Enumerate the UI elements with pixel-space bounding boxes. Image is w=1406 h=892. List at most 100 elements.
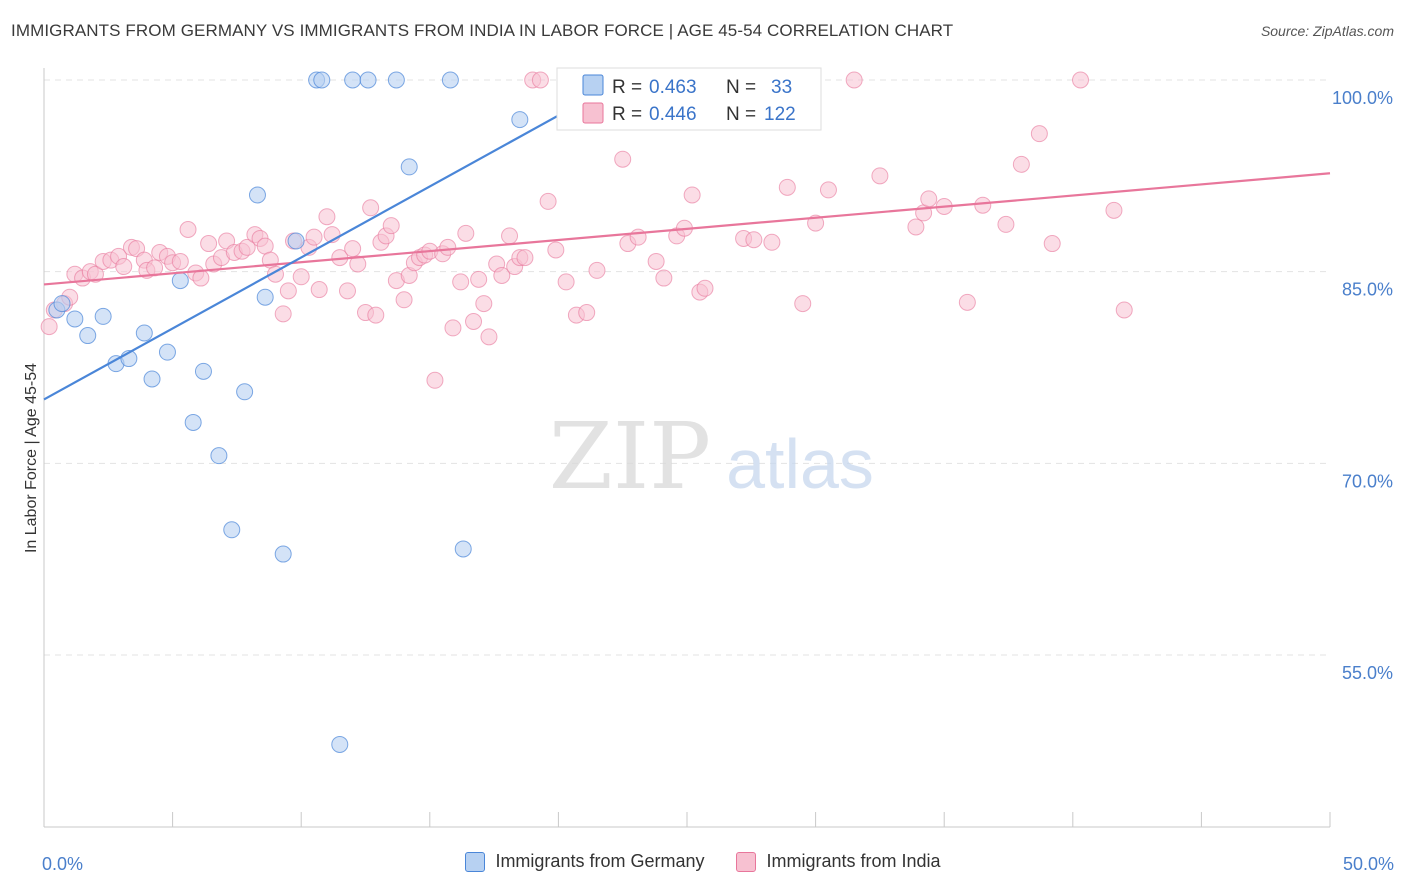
germany-point [387, 71, 405, 89]
india-point [439, 238, 457, 256]
germany-point [256, 288, 274, 306]
india-point [395, 291, 413, 309]
india-point [1115, 301, 1133, 319]
india-point [179, 221, 197, 238]
stats-india-n-label: N = [726, 104, 756, 125]
india-point [310, 281, 328, 299]
legend-item-germany[interactable]: Immigrants from Germany [465, 851, 704, 872]
india-point [493, 267, 511, 284]
india-point [1072, 71, 1090, 89]
legend-swatch-india [736, 851, 757, 872]
stats-india-n-value: 122 [764, 104, 796, 125]
trend-lines [43, 79, 1331, 401]
india-point [588, 261, 606, 279]
india-point [318, 208, 336, 226]
india-point [547, 241, 565, 259]
india-point [480, 328, 498, 346]
grid-lines [44, 79, 1330, 656]
x-tick-marks [172, 812, 1331, 827]
germany-point [359, 71, 377, 89]
source-label: Source: ZipAtlas.com [1260, 23, 1394, 39]
legend: Immigrants from Germany Immigrants from … [0, 851, 1406, 872]
x-tick-label-max: 50.0% [1343, 854, 1394, 874]
stats-india-r-value: 0.446 [649, 104, 697, 125]
series-germany-points [48, 71, 657, 753]
india-point [279, 282, 297, 300]
germany-point [454, 540, 472, 558]
india-point [115, 258, 133, 276]
india-point [1012, 155, 1030, 173]
india-point [655, 269, 673, 287]
y-tick-label: 70.0% [1342, 471, 1393, 491]
india-point [171, 252, 189, 270]
germany-point [400, 158, 418, 176]
india-point [578, 304, 596, 322]
india-point [426, 371, 444, 389]
germany-point [223, 521, 241, 539]
india-point [763, 233, 781, 251]
india-point [338, 282, 356, 300]
stats-box: R = 0.463 N = 33 R = 0.446 N = 122 [556, 67, 822, 131]
india-point [274, 305, 292, 323]
india-point [871, 167, 889, 185]
india-point [557, 273, 575, 291]
india-point [1105, 201, 1123, 219]
india-point [200, 235, 218, 253]
india-point [539, 192, 557, 210]
germany-point [210, 447, 228, 465]
watermark-zip: ZIP [549, 403, 711, 510]
india-point [819, 181, 837, 199]
germany-point [135, 324, 153, 342]
y-tick-label: 100.0% [1332, 88, 1393, 108]
germany-point [441, 71, 459, 89]
germany-point [53, 295, 71, 313]
germany-point [66, 310, 84, 328]
y-tick-label: 55.0% [1342, 663, 1393, 683]
india-point [367, 306, 385, 324]
germany-point [171, 272, 189, 290]
india-point [1030, 125, 1048, 143]
india-point [683, 186, 701, 204]
stats-germany-r-value: 0.463 [649, 77, 697, 98]
india-point [457, 224, 475, 242]
india-point [292, 268, 310, 286]
india-point [470, 270, 488, 288]
india-point [778, 178, 796, 196]
india-point [452, 273, 470, 291]
germany-point [184, 413, 202, 431]
germany-point [94, 307, 112, 325]
legend-swatch-germany [465, 851, 486, 872]
india-point [86, 265, 104, 283]
india-point [349, 255, 367, 273]
stats-germany-r-label: R = [612, 77, 642, 98]
india-point [444, 319, 462, 337]
germany-point [331, 735, 349, 753]
india-point [344, 240, 362, 258]
india-point [516, 249, 534, 267]
india-point [794, 295, 812, 313]
germany-point [79, 327, 97, 345]
legend-item-india[interactable]: Immigrants from India [736, 851, 941, 872]
india-point [647, 252, 665, 270]
germany-point [143, 370, 161, 388]
watermark-atlas: atlas [726, 425, 874, 503]
legend-label-india: Immigrants from India [766, 851, 941, 871]
india-point [362, 199, 380, 217]
germany-point [511, 111, 529, 129]
series-india-points [40, 71, 1133, 389]
germany-point [194, 362, 212, 380]
india-point [40, 318, 58, 336]
india-point [907, 218, 925, 236]
germany-point [287, 232, 305, 250]
india-point [382, 217, 400, 235]
germany-point [236, 383, 254, 401]
india-point [531, 71, 549, 89]
germany-trend-line [43, 79, 624, 401]
india-point [305, 228, 323, 246]
germany-point [313, 71, 331, 89]
india-point [745, 231, 763, 249]
y-axis-label: In Labor Force | Age 45-54 [23, 363, 40, 553]
india-point [1043, 235, 1061, 253]
india-point [974, 196, 992, 214]
